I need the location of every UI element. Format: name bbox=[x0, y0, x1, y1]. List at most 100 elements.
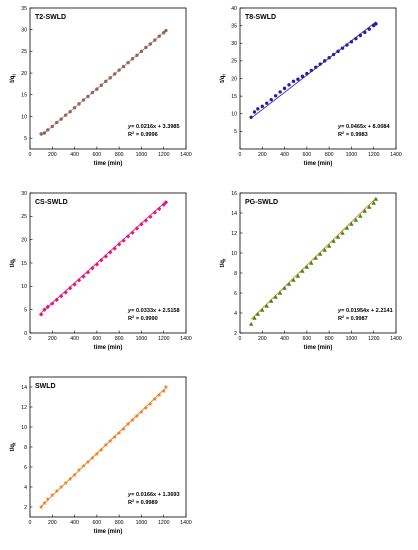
y-tick-label: 5 bbox=[234, 129, 237, 135]
data-point bbox=[90, 90, 95, 95]
data-point bbox=[135, 53, 139, 57]
x-tick-label: 600 bbox=[303, 336, 312, 342]
y-tick-label: 25 bbox=[21, 49, 27, 55]
data-point bbox=[277, 290, 283, 295]
data-point bbox=[54, 488, 60, 493]
x-tick-label: 600 bbox=[303, 152, 312, 158]
data-point bbox=[291, 277, 296, 282]
y-tick-label: 40 bbox=[231, 6, 237, 12]
data-point bbox=[86, 94, 90, 99]
data-point bbox=[354, 36, 358, 41]
r-squared-lead: R bbox=[128, 500, 132, 506]
y-tick-label: 14 bbox=[231, 211, 237, 217]
data-point bbox=[371, 200, 376, 205]
fit-equation: y= 0.0216x + 3.3985 bbox=[127, 124, 180, 130]
data-point bbox=[38, 504, 44, 509]
data-point bbox=[344, 225, 350, 230]
data-point bbox=[112, 72, 117, 76]
x-tick-label: 1400 bbox=[180, 336, 192, 342]
data-point bbox=[116, 242, 122, 247]
y-axis-label-sub: t bbox=[12, 442, 17, 444]
r-squared-sup: 2 bbox=[342, 130, 345, 135]
data-point bbox=[134, 413, 140, 418]
y-axis-label: t/qt bbox=[10, 74, 17, 83]
y-axis-label: t/qt bbox=[10, 442, 17, 451]
data-point bbox=[373, 196, 379, 201]
data-point bbox=[104, 79, 108, 84]
y-tick-label: 20 bbox=[21, 71, 27, 77]
data-point bbox=[282, 285, 287, 290]
data-point bbox=[72, 106, 77, 110]
chart-panel-1: 0 200 400 600 800 1000 1200 1400 5 10 15 20 25 30 35 ti… bbox=[10, 6, 192, 167]
data-point bbox=[46, 128, 50, 132]
data-point bbox=[249, 115, 253, 119]
data-point bbox=[305, 71, 309, 76]
data-point bbox=[304, 264, 310, 269]
y-tick-label: 20 bbox=[231, 76, 237, 82]
r-squared-rest: = 0.9989 bbox=[134, 500, 157, 506]
fit-equation-y: y bbox=[127, 492, 132, 498]
data-point bbox=[248, 321, 254, 326]
x-tick-label: 1200 bbox=[158, 152, 170, 158]
data-point bbox=[81, 463, 86, 468]
x-tick-label: 200 bbox=[258, 336, 267, 342]
x-axis-label: time (min) bbox=[94, 529, 123, 535]
data-point bbox=[50, 301, 55, 306]
x-tick-label: 1000 bbox=[136, 152, 148, 158]
data-point bbox=[108, 76, 112, 80]
data-point bbox=[38, 312, 44, 317]
y-axis-label-main: t/q bbox=[220, 260, 226, 268]
y-axis-label-sub: t bbox=[222, 74, 227, 76]
y-tick-label: 25 bbox=[231, 59, 237, 65]
x-tick-label: 200 bbox=[258, 152, 267, 158]
panel-title: T2-SWLD bbox=[35, 14, 66, 21]
r-squared: R2 = 0.9983 bbox=[338, 130, 368, 138]
y-axis-label-sub: t bbox=[12, 258, 17, 260]
y-axis-label-main: t/q bbox=[10, 75, 16, 83]
data-point bbox=[327, 56, 331, 60]
data-point bbox=[125, 421, 131, 426]
data-point bbox=[45, 496, 51, 501]
data-point bbox=[95, 87, 99, 91]
panel-title: SWLD bbox=[35, 383, 56, 390]
x-tick-label: 200 bbox=[48, 152, 57, 158]
x-axis-label: time (min) bbox=[304, 345, 333, 351]
panel-title: T8-SWLD bbox=[245, 14, 276, 21]
x-axis-label: time (min) bbox=[304, 161, 333, 167]
chart-panel-4: 0 200 400 600 800 1000 1200 1400 2 4 6 8 10 12 14 16 tim… bbox=[220, 191, 402, 351]
data-point bbox=[260, 104, 264, 109]
data-point bbox=[81, 98, 86, 102]
chart-panel-3: 0 200 400 600 800 1000 1200 1400 0 5 10 15 20 25 30 tim… bbox=[10, 191, 192, 351]
data-point bbox=[291, 79, 296, 84]
data-point bbox=[54, 297, 59, 303]
data-point bbox=[90, 265, 95, 271]
r-squared: R2 = 0.9989 bbox=[128, 498, 158, 506]
data-point bbox=[340, 46, 345, 50]
chart-panel-2: 0 200 400 600 800 1000 1200 1400 5 10 15 20 25 30 35 40… bbox=[220, 6, 402, 167]
x-tick-label: 1400 bbox=[390, 152, 402, 158]
data-point bbox=[99, 258, 104, 263]
y-tick-label: 25 bbox=[21, 214, 27, 220]
data-point bbox=[130, 57, 135, 61]
data-point bbox=[252, 110, 257, 114]
data-point bbox=[331, 52, 336, 57]
data-point bbox=[130, 417, 135, 422]
x-tick-label: 0 bbox=[29, 152, 32, 158]
x-tick-label: 1000 bbox=[136, 336, 148, 342]
r-squared-lead: R bbox=[128, 132, 132, 138]
x-tick-label: 1400 bbox=[390, 336, 402, 342]
data-point bbox=[50, 124, 54, 129]
data-point bbox=[39, 132, 43, 136]
y-tick-label: 15 bbox=[21, 93, 27, 99]
data-point bbox=[313, 255, 318, 260]
x-tick-label: 600 bbox=[93, 152, 102, 158]
r-squared-lead: R bbox=[338, 316, 342, 322]
data-point bbox=[126, 60, 130, 65]
data-point bbox=[278, 90, 282, 94]
data-point bbox=[322, 247, 327, 252]
r-squared-rest: = 0.9987 bbox=[344, 316, 367, 322]
data-point bbox=[85, 270, 91, 275]
y-tick-label: 30 bbox=[231, 41, 237, 47]
data-point bbox=[63, 290, 68, 295]
y-tick-label: 35 bbox=[21, 6, 27, 12]
